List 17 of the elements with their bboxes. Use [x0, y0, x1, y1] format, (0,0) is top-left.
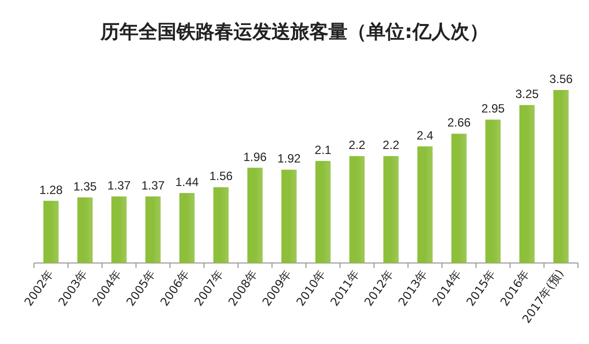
data-label: 1.92	[277, 152, 301, 166]
data-label: 1.37	[107, 178, 131, 192]
data-label: 2.66	[447, 116, 471, 130]
data-label: 2.2	[382, 138, 400, 152]
data-label: 2.95	[481, 102, 505, 116]
data-label: 2.2	[348, 138, 366, 152]
data-label: 1.35	[73, 179, 97, 194]
data-label: 1.28	[39, 182, 63, 197]
data-label: 3.56	[549, 72, 573, 86]
data-label: 1.96	[243, 150, 267, 164]
data-label: 1.37	[141, 178, 165, 192]
data-label: 1.56	[209, 169, 233, 184]
data-label: 3.25	[515, 87, 539, 102]
data-label: 2.4	[416, 128, 434, 142]
chart-title: 历年全国铁路春运发送旅客量（单位:亿人次）	[100, 21, 488, 43]
data-label: 2.1	[314, 142, 332, 157]
data-label: 1.44	[175, 175, 199, 190]
